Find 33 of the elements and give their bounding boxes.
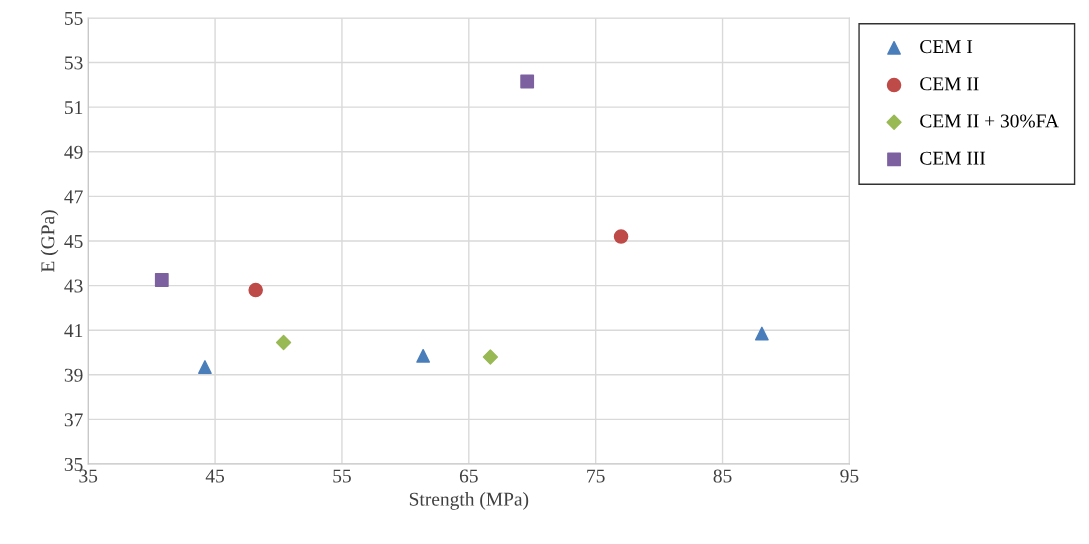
y-tick-label: 35 xyxy=(64,457,83,471)
x-tick-label: 85 xyxy=(713,469,732,483)
x-tick-label: 95 xyxy=(840,469,859,483)
point xyxy=(154,273,169,287)
x-axis-title: Strength (MPa) xyxy=(409,492,529,510)
x-tick-label: 45 xyxy=(205,469,225,483)
legend-label: CEM II + 30%FA xyxy=(920,114,1059,128)
x-tick-label: 35 xyxy=(79,469,98,483)
legend-label: CEM II xyxy=(920,77,979,91)
y-tick-label: 45 xyxy=(64,234,83,248)
y-tick-label: 55 xyxy=(65,11,83,25)
y-tick-label: 47 xyxy=(64,190,83,204)
point xyxy=(520,74,535,89)
point xyxy=(613,229,629,244)
y-tick-label: 39 xyxy=(64,368,83,382)
x-tick-label: 55 xyxy=(333,469,351,483)
point xyxy=(482,349,499,365)
legend-label: CEM I xyxy=(920,40,973,54)
x-tick-label: 65 xyxy=(459,469,478,483)
point xyxy=(198,360,212,374)
x-tick-label: 75 xyxy=(587,469,605,483)
y-tick-label: 53 xyxy=(65,56,83,70)
y-tick-label: 37 xyxy=(64,413,83,427)
point xyxy=(248,282,263,298)
legend-label: CEM III xyxy=(920,151,986,165)
y-tick-label: 41 xyxy=(64,324,83,337)
y-axis-title: E (GPa) xyxy=(40,210,59,273)
y-tick-label: 43 xyxy=(64,279,83,293)
y-tick-label: 51 xyxy=(65,101,83,115)
y-tick-label: 49 xyxy=(64,145,83,159)
point xyxy=(275,334,292,351)
point xyxy=(416,348,431,363)
point xyxy=(754,326,769,341)
